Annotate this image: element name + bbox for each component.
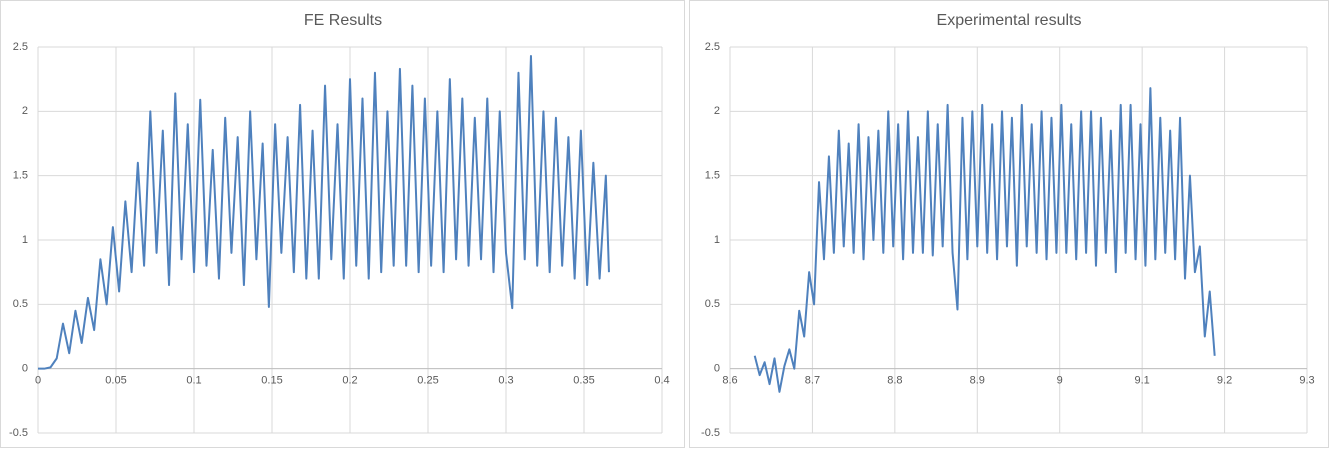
x-tick-label: 0.3 (498, 375, 513, 387)
y-tick-label: 2.5 (13, 41, 28, 53)
y-tick-label: 2 (22, 105, 28, 117)
x-tick-label: 0.4 (654, 375, 669, 387)
x-tick-label: 0.25 (417, 375, 438, 387)
y-tick-label: 1.5 (705, 170, 720, 182)
x-tick-label: 9.3 (1299, 375, 1314, 387)
y-tick-label: 2 (714, 105, 720, 117)
x-tick-label: 9 (1057, 375, 1063, 387)
y-tick-label: -0.5 (701, 427, 720, 439)
data-line (38, 55, 610, 370)
x-tick-label: 0.35 (573, 375, 594, 387)
y-tick-label: 0.5 (705, 298, 720, 310)
x-tick-label: 0 (35, 375, 41, 387)
chart-panel (689, 0, 1329, 448)
x-tick-label: 8.9 (970, 375, 985, 387)
y-tick-label: 0 (714, 363, 720, 375)
y-tick-label: 1 (714, 234, 720, 246)
x-tick-label: 8.7 (805, 375, 820, 387)
x-tick-label: 9.1 (1134, 375, 1149, 387)
y-tick-label: -0.5 (9, 427, 28, 439)
y-tick-label: 0 (22, 363, 28, 375)
y-tick-label: 0.5 (13, 298, 28, 310)
x-tick-label: 0.2 (342, 375, 357, 387)
chart-title: Experimental results (937, 12, 1082, 29)
x-tick-label: 9.2 (1217, 375, 1232, 387)
chart-title: FE Results (304, 12, 382, 29)
x-tick-label: 8.8 (887, 375, 902, 387)
y-tick-label: 2.5 (705, 41, 720, 53)
x-tick-label: 0.1 (186, 375, 201, 387)
y-tick-label: 1 (22, 234, 28, 246)
x-tick-label: 0.05 (105, 375, 126, 387)
x-tick-label: 0.15 (261, 375, 282, 387)
y-tick-label: 1.5 (13, 170, 28, 182)
data-line (753, 87, 1216, 393)
x-tick-label: 8.6 (722, 375, 737, 387)
